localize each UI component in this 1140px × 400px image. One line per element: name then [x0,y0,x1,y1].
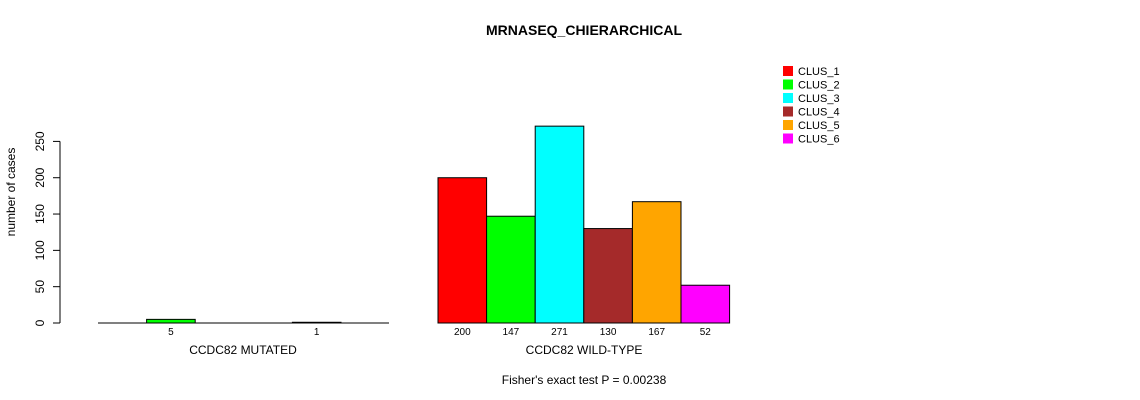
bar-value-label-ccdc82-wild-type-clus_4: 130 [600,327,617,338]
bar-ccdc82-wild-type-clus_4 [583,228,633,324]
legend-swatch-clus_3 [783,93,793,103]
legend-label-clus_2: CLUS_2 [798,80,840,92]
legend-label-clus_4: CLUS_4 [798,107,840,119]
bar-value-label-ccdc82-mutated-clus_5: 1 [314,327,320,338]
legend-swatch-clus_5 [783,120,793,130]
y-axis-label: number of cases [4,148,18,237]
bar-value-label-ccdc82-wild-type-clus_5: 167 [648,327,665,338]
y-tick-label-0: 0 [33,319,47,326]
y-tick-label-250: 250 [33,131,47,151]
y-tick-label-150: 150 [33,204,47,224]
group-labels: CCDC82 MUTATED CCDC82 WILD-TYPE [189,343,642,357]
bar-ccdc82-wild-type-clus_5 [631,201,682,324]
bar-ccdc82-wild-type-clus_2 [486,215,536,324]
y-tick-label-100: 100 [33,240,47,260]
legend-swatch-clus_1 [783,66,793,76]
bar-ccdc82-wild-type-clus_1 [437,177,488,324]
legend-label-clus_6: CLUS_6 [798,134,840,146]
legend-label-clus_3: CLUS_3 [798,93,840,105]
bars: 5 1 200 147 271 130 167 52 [98,125,731,338]
group-label-ccdc82-mutated: CCDC82 MUTATED [189,343,297,357]
legend-swatch-clus_6 [783,133,793,144]
group-label-ccdc82-wild-type: CCDC82 WILD-TYPE [526,343,643,357]
bar-value-label-ccdc82-wild-type-clus_2: 147 [503,327,520,338]
bar-ccdc82-wild-type-clus_6 [680,284,731,324]
bar-ccdc82-wild-type-clus_3 [534,125,585,324]
legend-swatch-clus_2 [783,79,793,90]
chart-title: MRNASEQ_CHIERARCHICAL [486,22,682,38]
bar-value-label-ccdc82-wild-type-clus_1: 200 [454,327,471,338]
y-tick-label-200: 200 [33,167,47,187]
bar-value-label-ccdc82-wild-type-clus_3: 271 [551,327,568,338]
bar-ccdc82-mutated-clus_2 [146,318,196,324]
bar-ccdc82-mutated-clus_5 [291,321,342,324]
legend-label-clus_5: CLUS_5 [798,120,840,132]
legend-swatch-clus_4 [783,106,793,117]
fisher-test-footer: Fisher's exact test P = 0.00238 [502,373,667,387]
y-axis: 0 50 100 150 200 250 [33,131,61,326]
bar-value-label-ccdc82-wild-type-clus_6: 52 [700,327,712,338]
legend-label-clus_1: CLUS_1 [798,66,840,78]
y-tick-label-50: 50 [33,280,47,294]
bar-value-label-ccdc82-mutated-clus_2: 5 [168,327,174,338]
